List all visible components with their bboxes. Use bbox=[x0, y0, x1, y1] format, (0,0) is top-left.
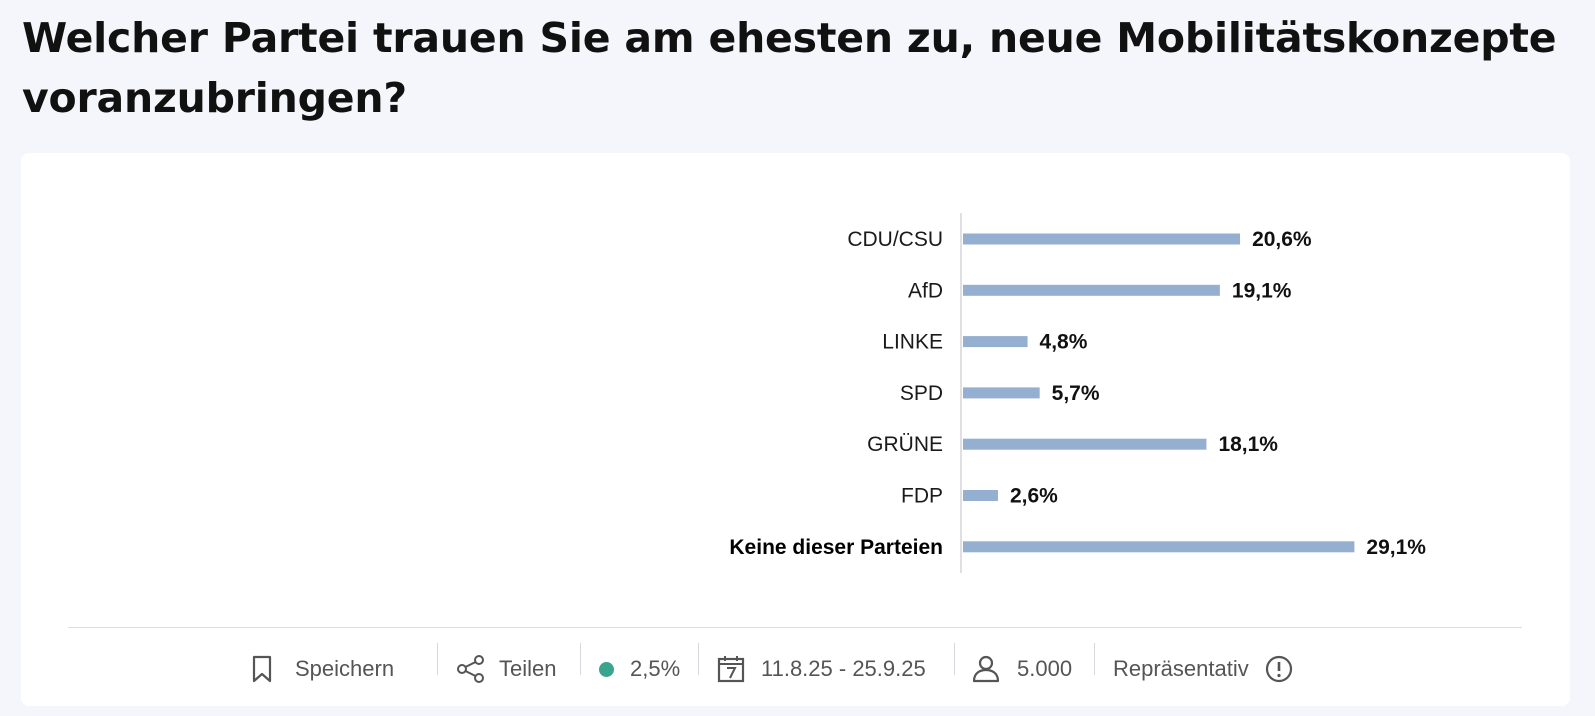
share-label: Teilen bbox=[499, 656, 557, 681]
question-title: Welcher Partei trauen Sie am ehesten zu,… bbox=[22, 14, 1557, 122]
value-label: 29,1% bbox=[1366, 536, 1426, 559]
results-card: CDU/CSU 20,6% AfD 19,1% LINKE 4,8% SPD 5,7% GRÜN… bbox=[21, 153, 1570, 706]
bar bbox=[963, 387, 1040, 399]
category-label: AfD bbox=[908, 279, 943, 302]
category-label: LINKE bbox=[882, 331, 943, 354]
category-label: FDP bbox=[901, 485, 943, 508]
category-label: Keine dieser Parteien bbox=[729, 536, 943, 559]
bar bbox=[963, 541, 1355, 553]
sample-size-value: 5.000 bbox=[1017, 656, 1073, 681]
footer-divider bbox=[68, 627, 1522, 628]
value-label: 19,1% bbox=[1232, 279, 1292, 302]
person-icon bbox=[971, 655, 1001, 683]
footer-separator bbox=[954, 643, 955, 675]
bar bbox=[963, 490, 998, 501]
footer-separator bbox=[1094, 643, 1095, 675]
error-margin: 2,5% bbox=[599, 633, 680, 705]
footer-separator bbox=[580, 643, 581, 675]
bar bbox=[963, 233, 1241, 245]
category-label: CDU/CSU bbox=[847, 228, 943, 251]
value-label: 4,8% bbox=[1040, 331, 1088, 354]
date-range: 11.8.25 - 25.9.25 bbox=[717, 633, 926, 705]
share-button[interactable]: Teilen bbox=[456, 633, 556, 705]
value-label: 20,6% bbox=[1252, 228, 1312, 251]
error-margin-dot bbox=[599, 661, 614, 677]
bar-chart: CDU/CSU 20,6% AfD 19,1% LINKE 4,8% SPD 5,7% GRÜN… bbox=[729, 213, 1426, 573]
category-label: SPD bbox=[900, 382, 943, 405]
value-label: 18,1% bbox=[1218, 433, 1278, 456]
value-label: 5,7% bbox=[1052, 382, 1100, 405]
info-icon[interactable] bbox=[1265, 655, 1293, 683]
representative-info[interactable]: Repräsentativ bbox=[1113, 633, 1293, 705]
save-button[interactable]: Speichern bbox=[250, 633, 394, 705]
bar bbox=[963, 284, 1220, 296]
footer-separator bbox=[437, 643, 438, 675]
bar bbox=[963, 336, 1028, 348]
bar bbox=[963, 438, 1207, 450]
error-margin-value: 2,5% bbox=[630, 656, 681, 681]
survey-footer: Speichern Teilen 2,5% bbox=[21, 633, 1570, 705]
share-icon bbox=[456, 655, 486, 683]
sample-size: 5.000 bbox=[971, 633, 1072, 705]
date-range-value: 11.8.25 - 25.9.25 bbox=[761, 656, 926, 681]
category-label: GRÜNE bbox=[867, 433, 943, 456]
footer-separator bbox=[698, 643, 699, 675]
value-label: 2,6% bbox=[1010, 485, 1058, 508]
save-label: Speichern bbox=[295, 656, 395, 681]
representative-label: Repräsentativ bbox=[1113, 656, 1249, 681]
calendar-icon bbox=[717, 655, 745, 683]
bookmark-icon bbox=[250, 655, 274, 683]
